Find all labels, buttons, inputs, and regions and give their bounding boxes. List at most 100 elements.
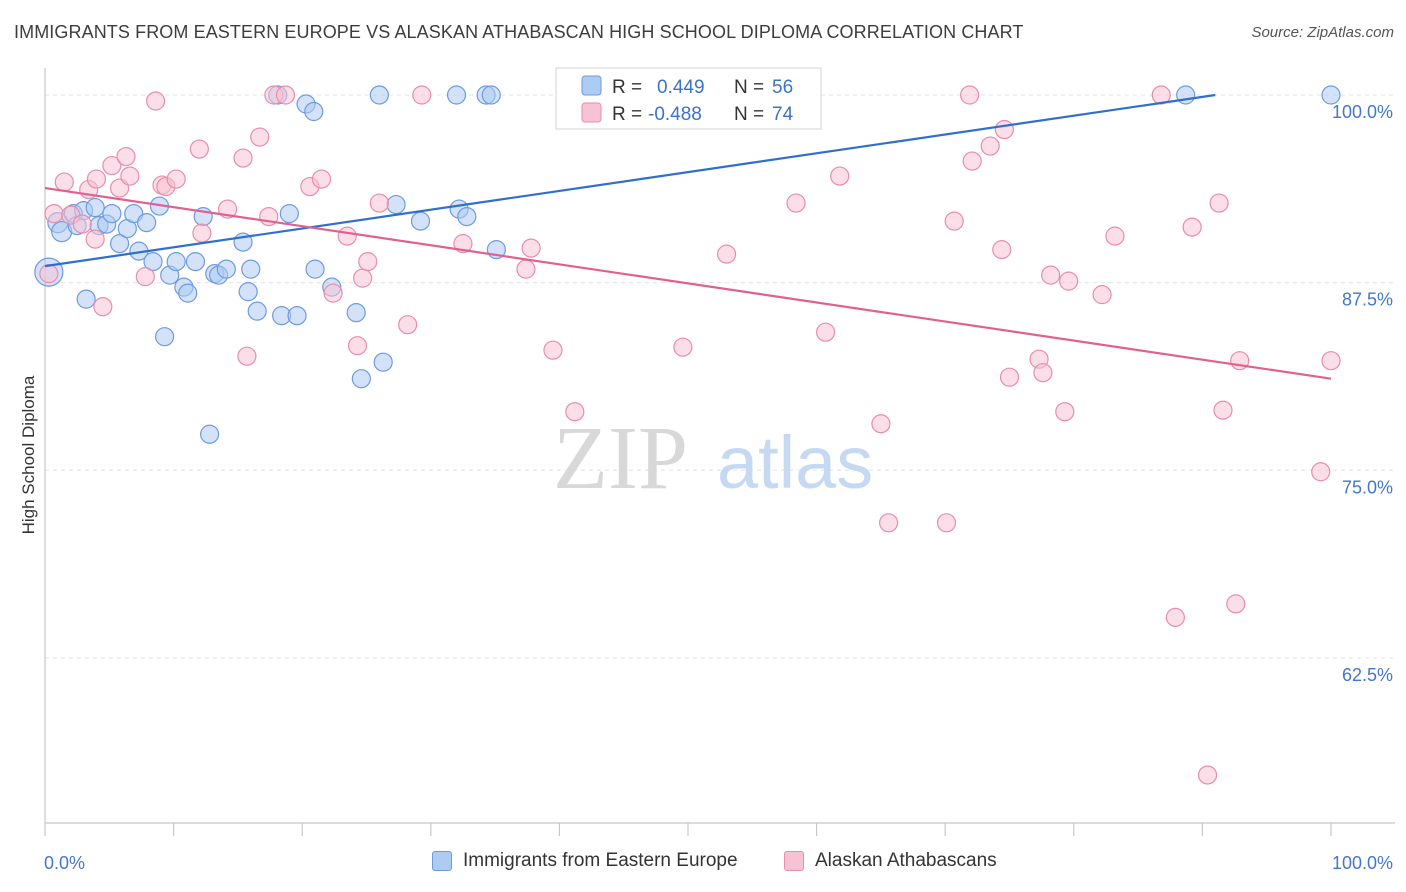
data-point-pink xyxy=(398,315,418,335)
data-point-blue xyxy=(185,252,206,272)
data-point-pink xyxy=(816,322,836,342)
data-point-pink xyxy=(369,193,389,213)
y-tick-labels: 62.5% 75.0% 87.5% 100.0% xyxy=(1332,102,1393,685)
data-point-pink xyxy=(992,240,1012,260)
data-point-pink xyxy=(936,513,957,533)
data-point-pink xyxy=(44,203,64,224)
watermark-atlas: atlas xyxy=(717,421,873,504)
data-point-blue xyxy=(102,203,122,224)
data-point-pink xyxy=(337,226,357,246)
data-point-pink xyxy=(565,402,585,422)
legend-item-alaskan-athabascans[interactable]: Alaskan Athabascans xyxy=(784,850,997,872)
trend-lines xyxy=(44,93,1332,380)
legend-swatch-blue xyxy=(432,851,452,871)
stats-r-label: R = xyxy=(612,77,642,98)
data-point-pink xyxy=(960,85,980,105)
data-point-pink xyxy=(716,244,737,264)
legend-label: Immigrants from Eastern Europe xyxy=(463,850,738,871)
data-point-pink xyxy=(39,264,59,284)
data-point-pink xyxy=(1213,400,1233,420)
data-point-pink xyxy=(275,85,296,105)
data-point-blue xyxy=(154,327,175,347)
trend-line-blue xyxy=(44,93,1216,268)
stats-legend: R = 0.449 N = 56 R = -0.488 N = 74 xyxy=(555,67,822,130)
data-point-pink xyxy=(311,169,332,189)
y-tick-label: 75.0% xyxy=(1342,477,1393,497)
data-point-blue xyxy=(76,289,96,309)
data-point-pink xyxy=(116,146,136,167)
data-point-pink xyxy=(135,267,155,287)
legend-label: Alaskan Athabascans xyxy=(815,850,997,871)
data-point-pink xyxy=(54,172,74,192)
y-tick-label: 100.0% xyxy=(1332,102,1393,122)
data-point-pink xyxy=(994,119,1014,140)
data-point-blue xyxy=(109,234,130,254)
data-point-pink xyxy=(189,139,209,159)
data-point-blue xyxy=(178,283,198,303)
data-point-pink xyxy=(72,214,92,234)
data-point-pink xyxy=(980,136,1000,156)
watermark-zip: ZIP xyxy=(553,409,688,508)
data-point-blue xyxy=(457,206,477,227)
data-point-pink xyxy=(1182,217,1202,237)
data-point-blue xyxy=(287,306,307,326)
data-point-blue xyxy=(446,85,467,105)
y-tick-label: 87.5% xyxy=(1342,290,1393,310)
axes xyxy=(44,68,1395,836)
data-point-blue xyxy=(346,303,366,323)
data-point-pink xyxy=(871,414,891,434)
data-point-blue xyxy=(279,203,299,224)
data-point-blue xyxy=(305,259,325,279)
data-point-blue xyxy=(238,282,258,302)
data-point-pink xyxy=(1209,193,1229,213)
data-point-pink xyxy=(1311,462,1331,482)
data-point-blue xyxy=(386,194,406,215)
data-point-pink xyxy=(1041,265,1061,285)
data-point-pink xyxy=(93,297,113,317)
watermark: ZIP atlas xyxy=(553,409,873,508)
legend-swatch-pink xyxy=(784,851,804,871)
data-point-pink xyxy=(962,151,982,171)
data-point-blue xyxy=(241,259,261,279)
source-credit: Source: ZipAtlas.com xyxy=(1251,24,1394,41)
series-legend: Immigrants from Eastern Europe Alaskan A… xyxy=(0,850,1406,880)
data-point-pink xyxy=(323,283,343,303)
data-point-pink xyxy=(412,85,432,105)
stats-n-label: N = xyxy=(734,104,764,125)
data-point-pink xyxy=(673,337,693,357)
data-point-pink xyxy=(1033,363,1053,383)
data-point-blue xyxy=(351,369,371,389)
data-point-pink xyxy=(85,229,105,249)
chart-title: IMMIGRANTS FROM EASTERN EUROPE VS ALASKA… xyxy=(14,22,1024,42)
y-tick-label: 62.5% xyxy=(1342,665,1393,685)
stats-r-label: R = xyxy=(612,104,642,125)
data-point-pink xyxy=(1165,607,1185,627)
data-point-pink xyxy=(1197,765,1218,785)
data-point-pink xyxy=(166,169,186,189)
data-point-pink xyxy=(1092,285,1112,305)
data-point-pink xyxy=(1105,226,1125,246)
data-point-pink xyxy=(237,346,257,366)
data-point-pink xyxy=(86,169,107,189)
data-point-blue xyxy=(481,85,501,105)
data-point-blue xyxy=(216,259,236,279)
data-point-pink xyxy=(786,193,806,213)
data-point-pink xyxy=(250,127,270,147)
data-point-pink xyxy=(999,367,1020,387)
data-point-blue xyxy=(143,252,163,272)
data-point-pink xyxy=(192,223,212,243)
data-point-blue xyxy=(166,252,186,272)
stats-swatch-blue xyxy=(581,75,602,96)
data-points xyxy=(34,85,1341,785)
legend-item-eastern-europe[interactable]: Immigrants from Eastern Europe xyxy=(432,850,738,872)
data-point-pink xyxy=(233,148,253,168)
data-point-pink xyxy=(521,238,541,258)
trend-line-pink xyxy=(44,186,1332,380)
data-point-blue xyxy=(247,301,267,321)
data-point-pink xyxy=(543,340,563,360)
data-point-pink xyxy=(102,155,122,176)
stats-n-value: 56 xyxy=(772,77,793,98)
data-point-pink xyxy=(145,91,166,111)
stats-r-value: 0.449 xyxy=(657,77,705,98)
